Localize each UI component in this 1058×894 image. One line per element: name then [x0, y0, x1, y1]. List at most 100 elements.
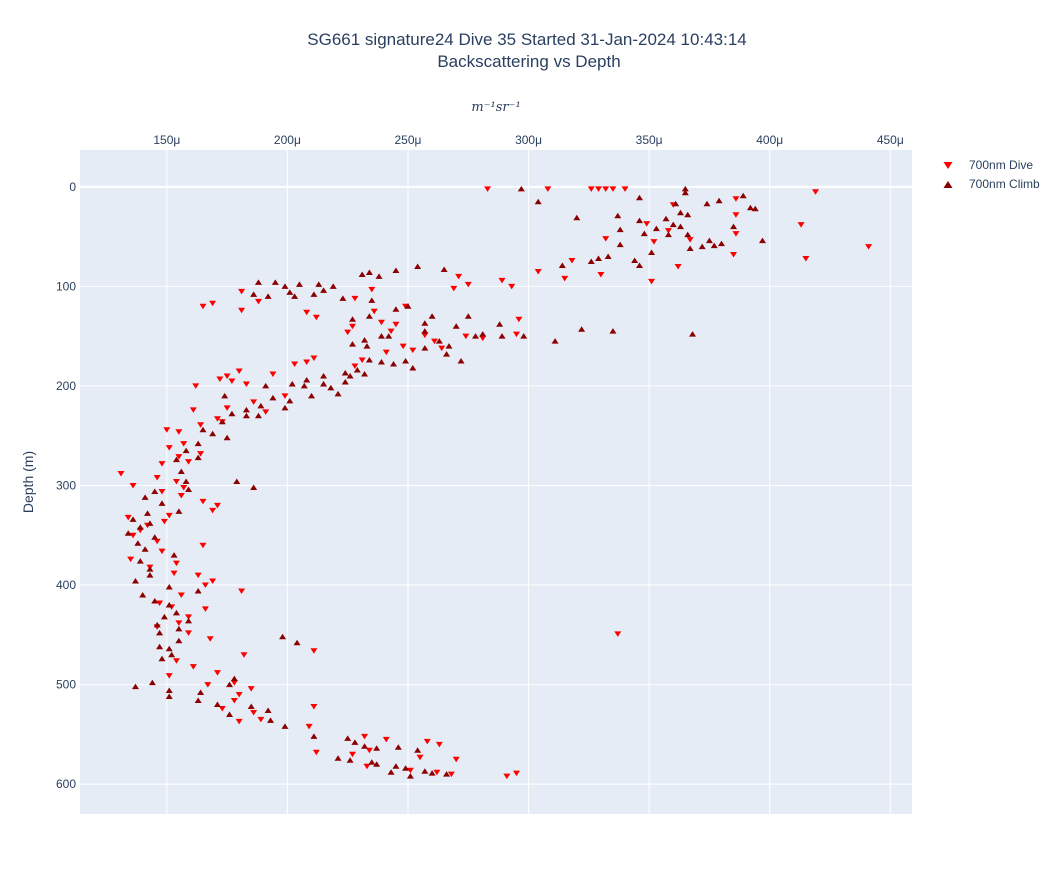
dive-point — [602, 236, 610, 242]
dive-point — [180, 484, 188, 491]
dive-point — [199, 498, 207, 505]
dive-point — [228, 378, 236, 384]
dive-point — [732, 196, 740, 202]
climb-point — [409, 365, 417, 371]
climb-point — [684, 211, 692, 218]
dive-point — [206, 636, 214, 642]
climb-point — [365, 269, 373, 275]
climb-point — [394, 744, 402, 750]
climb-point — [496, 321, 504, 327]
climb-point — [213, 701, 221, 707]
dive-point — [802, 256, 810, 262]
climb-point — [182, 478, 190, 485]
dive-point — [515, 316, 523, 323]
dive-point — [416, 754, 424, 761]
climb-point — [594, 255, 602, 262]
climb-point — [310, 291, 318, 297]
legend-label-dive: 700nm Dive — [969, 158, 1033, 172]
climb-point — [715, 197, 723, 204]
climb-point — [281, 283, 289, 289]
legend-item-dive[interactable]: 700nm Dive — [943, 158, 1034, 172]
dive-point — [197, 451, 205, 457]
x-tick-label: 350μ — [636, 133, 663, 147]
climb-point — [165, 584, 173, 590]
climb-point — [635, 194, 643, 201]
dive-point — [209, 507, 217, 514]
climb-point — [315, 281, 323, 287]
dive-point — [648, 278, 656, 285]
climb-point — [404, 303, 412, 309]
climb-point — [440, 266, 448, 272]
dive-point — [160, 518, 168, 525]
climb-point — [286, 289, 294, 295]
dive-point — [568, 258, 576, 264]
dive-point — [235, 692, 243, 698]
climb-point — [358, 271, 366, 277]
climb-point — [165, 687, 173, 694]
legend-label-climb: 700nm Climb — [969, 177, 1040, 191]
plot-area — [80, 150, 912, 814]
y-tick-label: 100 — [56, 279, 76, 293]
dive-point — [209, 578, 217, 585]
dive-point — [257, 716, 265, 723]
dive-point — [230, 680, 238, 686]
dive-point — [158, 461, 166, 467]
dive-point — [438, 345, 446, 352]
dive-point — [730, 252, 738, 258]
grid — [80, 150, 912, 814]
climb-point — [609, 328, 617, 334]
climb-point — [351, 739, 359, 745]
dive-point — [561, 275, 569, 282]
climb-point — [339, 295, 347, 301]
dive-point — [812, 189, 820, 195]
climb-point — [428, 770, 436, 776]
climb-point — [134, 540, 142, 546]
climb-point — [254, 279, 262, 285]
dive-point — [447, 771, 455, 778]
dive-point — [158, 548, 166, 555]
climb-point — [197, 689, 205, 696]
dive-point — [406, 767, 414, 774]
climb-point — [353, 367, 361, 373]
dive-point — [349, 323, 357, 330]
dive-point — [189, 407, 197, 413]
dive-point — [674, 263, 682, 270]
dive-point — [643, 221, 651, 227]
dive-point — [163, 427, 171, 433]
legend-marker-climb — [943, 181, 953, 188]
climb-point — [672, 200, 680, 207]
climb-point — [341, 378, 349, 385]
dive-point — [310, 648, 318, 654]
climb-point — [717, 240, 725, 247]
legend-item-climb[interactable]: 700nm Climb — [943, 177, 1041, 191]
climb-point — [168, 651, 176, 658]
climb-point — [151, 597, 159, 604]
climb-point — [141, 546, 149, 552]
climb-point — [676, 209, 684, 216]
climb-point — [185, 617, 193, 624]
climb-point — [247, 703, 255, 709]
climb-point — [281, 723, 289, 729]
legend[interactable]: 700nm Dive 700nm Climb — [943, 158, 1041, 191]
climb-point — [144, 510, 152, 516]
climb-point — [341, 369, 349, 376]
dive-point — [204, 682, 212, 688]
climb-point — [640, 230, 648, 237]
dive-point — [201, 606, 209, 612]
dive-point — [534, 268, 542, 275]
dive-point — [213, 670, 221, 676]
climb-point — [346, 757, 354, 763]
climb-point — [228, 410, 236, 417]
dive-point — [218, 705, 226, 712]
dive-point — [312, 749, 320, 756]
climb-point — [445, 343, 453, 349]
dive-point — [291, 361, 299, 368]
dive-point — [117, 471, 125, 477]
climb-point — [414, 747, 422, 753]
dive-point — [344, 329, 352, 336]
climb-point — [373, 761, 381, 767]
dive-point — [262, 409, 270, 415]
dive-point — [172, 560, 180, 567]
climb-point — [175, 625, 183, 632]
